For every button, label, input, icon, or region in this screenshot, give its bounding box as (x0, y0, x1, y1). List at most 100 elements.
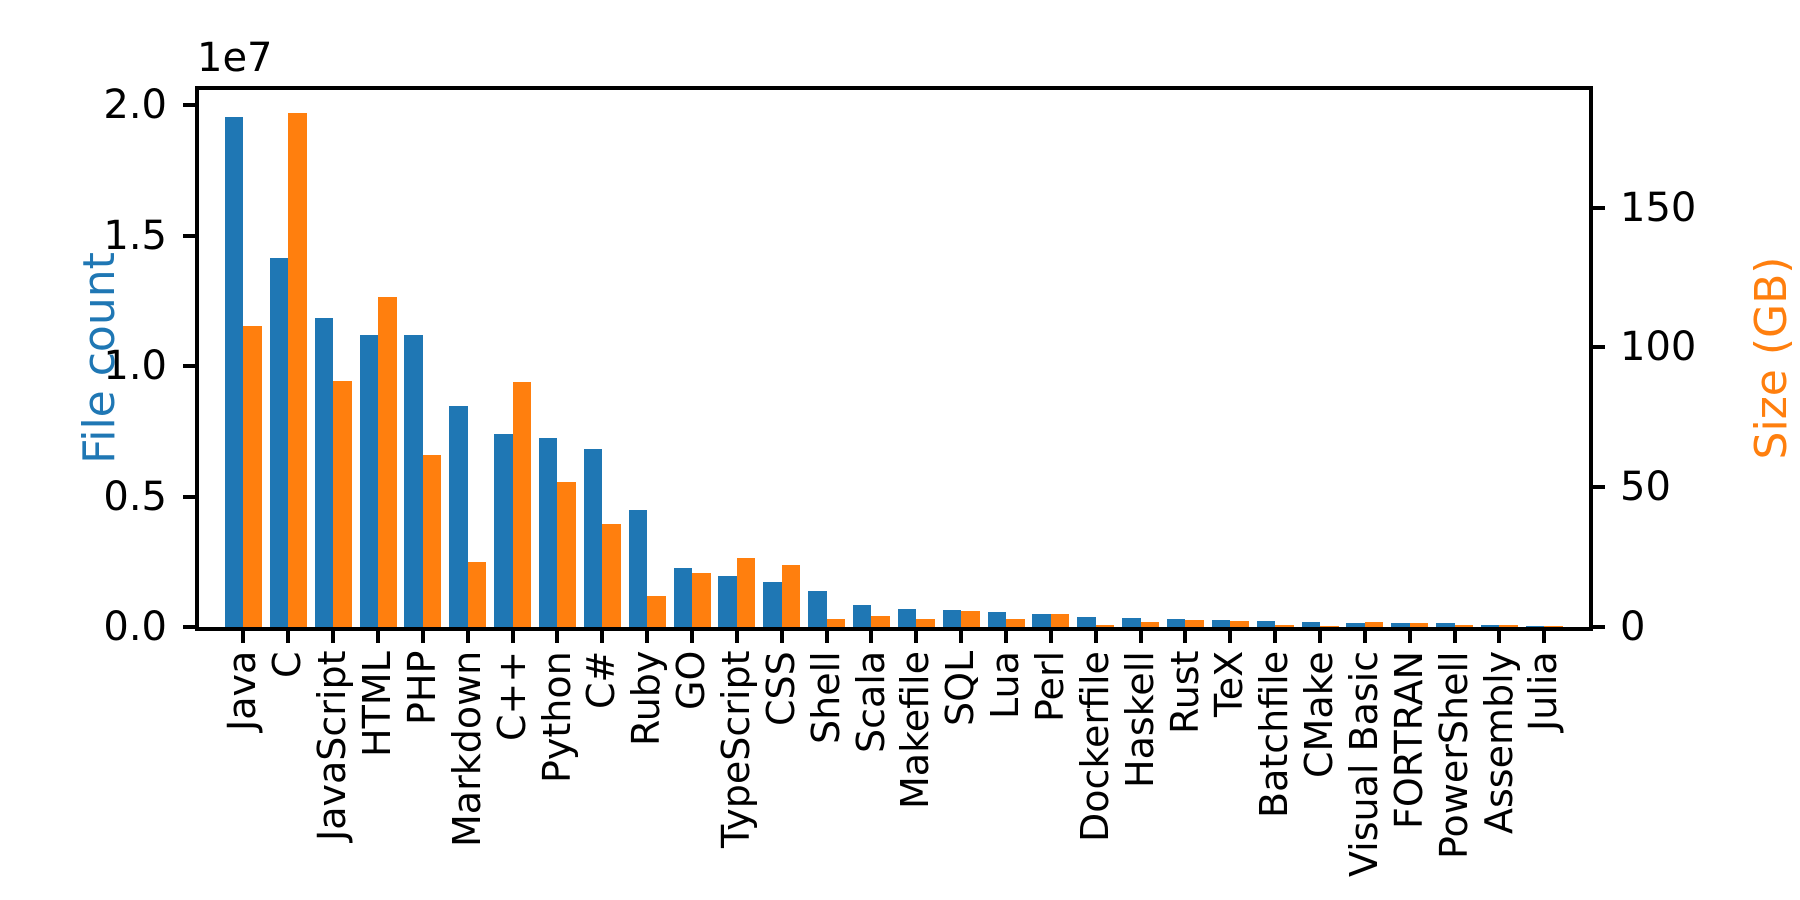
x-tick-slot: CMake (1297, 631, 1343, 899)
x-tick-slot: CSS (759, 631, 804, 899)
bar-group (759, 564, 804, 627)
y-tick-mark (1593, 345, 1605, 350)
y-tick-mark (183, 494, 195, 499)
y-tick-mark (183, 233, 195, 238)
file-count-bar (628, 510, 648, 627)
file-count-bar (449, 406, 468, 627)
x-tick-mark (241, 631, 246, 643)
x-tick-label: PHP (399, 651, 444, 726)
file-count-bar (852, 605, 872, 627)
bar-group (1342, 621, 1387, 627)
file-count-bar (269, 257, 289, 627)
bar-group (1253, 620, 1298, 627)
x-tick-label: Ruby (624, 651, 669, 747)
x-tick-slot: Haskell (1118, 631, 1163, 899)
size-bar (647, 596, 666, 627)
x-axis: Java C JavaScript HTML PHP Markdown C++ … (199, 631, 1589, 899)
x-tick-mark (645, 631, 650, 643)
x-tick-mark (824, 631, 829, 643)
file-count-bar (673, 567, 693, 627)
bar-group (266, 112, 311, 627)
bar-group (984, 611, 1029, 627)
size-bar (1275, 625, 1294, 627)
x-tick-label: Markdown (444, 651, 489, 848)
x-tick-slot: Python (535, 631, 580, 899)
file-count-bar (808, 590, 827, 627)
y-tick-label: 1.5 (103, 212, 167, 259)
y-tick-label: 150 (1620, 184, 1697, 231)
x-tick-mark (1004, 631, 1009, 643)
x-tick-label: Java (220, 651, 265, 732)
y-tick-label: 1.0 (103, 343, 167, 389)
x-tick-slot: Scala (849, 631, 894, 899)
bar-group (580, 449, 625, 627)
x-tick-label: C# (579, 651, 624, 710)
x-tick-label: Haskell (1117, 651, 1162, 788)
size-bar (1095, 625, 1115, 627)
x-tick-mark (1183, 631, 1188, 643)
bar-group (1432, 623, 1477, 627)
y-tick-label: 0.0 (103, 604, 167, 650)
file-count-bar (224, 116, 244, 627)
x-tick-label: Lua (983, 651, 1028, 719)
file-count-bar (314, 318, 334, 627)
size-bar (1320, 625, 1339, 627)
x-tick-label: TeX (1207, 651, 1252, 718)
x-tick-mark (465, 631, 470, 643)
x-tick-label: Julia (1521, 651, 1566, 731)
bar-group (804, 590, 849, 627)
x-tick-label: CMake (1297, 651, 1342, 778)
file-count-bar (763, 581, 782, 627)
file-count-bar (1166, 618, 1186, 627)
x-tick-mark (959, 631, 964, 643)
x-tick-mark (1228, 631, 1233, 643)
x-tick-slot: PowerShell (1432, 631, 1477, 899)
x-tick-slot: SQL (938, 631, 984, 899)
file-count-bar (1122, 618, 1141, 627)
size-bar (1006, 619, 1025, 627)
x-tick-slot: TeX (1207, 631, 1253, 899)
size-bar (557, 481, 576, 627)
file-count-bar (538, 438, 558, 627)
file-count-bar (359, 335, 378, 627)
bar-group (1477, 624, 1522, 627)
bar-group (939, 609, 984, 627)
file-count-bar (494, 434, 513, 627)
bar-group (535, 438, 580, 627)
file-count-bar (987, 611, 1007, 627)
x-tick-mark (1273, 631, 1278, 643)
size-bar (961, 611, 980, 627)
size-bar (916, 618, 935, 627)
x-tick-slot: Java (220, 631, 266, 899)
bar-group (894, 609, 939, 627)
x-tick-mark (1362, 631, 1367, 643)
bar-group (625, 510, 670, 627)
size-bar (1454, 625, 1474, 627)
x-tick-slot: Rust (1163, 631, 1208, 899)
x-tick-mark (286, 631, 291, 643)
file-count-bar (942, 609, 962, 627)
x-tick-slot: FORTRAN (1387, 631, 1432, 899)
x-tick-mark (1318, 631, 1323, 643)
x-tick-label: Shell (803, 651, 848, 744)
file-count-bar (1077, 617, 1096, 627)
file-count-bar (1346, 622, 1365, 627)
y-tick-label: 100 (1620, 324, 1697, 371)
y-tick-mark (183, 364, 195, 368)
size-bar (1364, 621, 1384, 627)
x-tick-label: CSS (758, 651, 803, 726)
bar-group (670, 567, 715, 627)
bar-group (1118, 618, 1163, 627)
file-count-bar (718, 576, 737, 627)
x-tick-label: Assembly (1476, 651, 1521, 835)
x-tick-slot: Perl (1028, 631, 1073, 899)
x-tick-mark (914, 631, 919, 643)
bar-group (1073, 617, 1118, 627)
x-tick-slot: C (265, 631, 311, 899)
x-tick-label: HTML (355, 651, 400, 757)
file-count-bar (1480, 624, 1500, 627)
x-tick-slot: PHP (400, 631, 445, 899)
x-tick-label: Makefile (893, 651, 938, 809)
y-tick-mark (183, 625, 195, 629)
